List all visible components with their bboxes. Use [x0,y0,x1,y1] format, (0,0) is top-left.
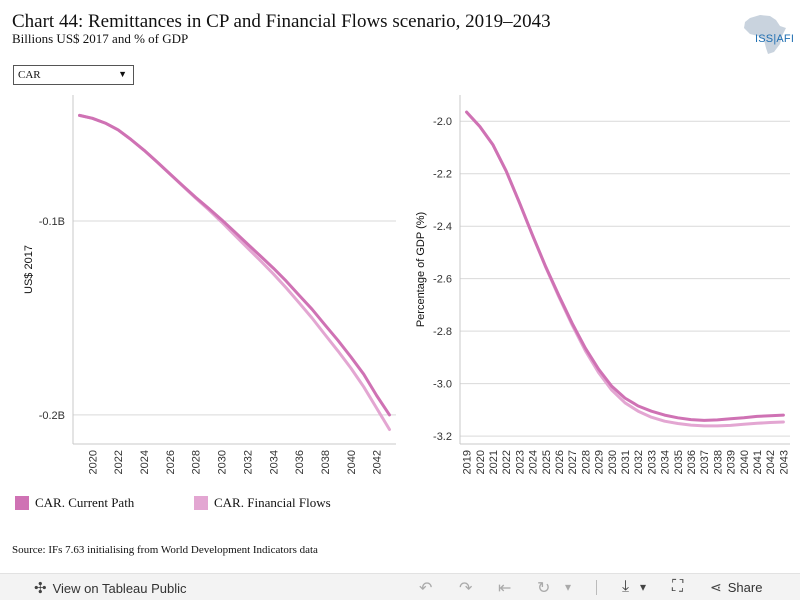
series-line-financial-flows[interactable] [465,110,785,428]
download-icon[interactable]: ⤓ [622,578,630,595]
legend-item-financial-flows[interactable]: CAR. Financial Flows [194,495,331,511]
x-tick-label: 2041 [752,450,764,474]
x-tick-label: 2034 [268,450,280,474]
x-tick-label: 2029 [594,450,606,474]
series-line-current-path[interactable] [78,113,391,417]
x-tick-label: 2037 [699,450,711,474]
x-tick-label: 2020 [87,450,99,474]
chart-title: Chart 44: Remittances in CP and Financia… [12,11,551,32]
refresh-icon[interactable]: ↻ [537,580,551,597]
view-on-tableau-label: View on Tableau Public [52,580,187,596]
x-tick-label: 2024 [528,450,540,474]
x-tick-label: 2026 [554,450,566,474]
x-tick-label: 2027 [567,450,579,474]
legend-item-current-path[interactable]: CAR. Current Path [15,495,134,511]
x-tick-label: 2022 [501,450,513,474]
x-tick-label: 2043 [778,450,790,474]
y-tick-label: -0.1B [39,216,65,228]
x-tick-label: 2020 [475,450,487,474]
y-tick-label: -2.6 [433,274,452,286]
legend-swatch-financial-flows [194,496,208,510]
x-tick-label: 2038 [320,450,332,474]
x-tick-label: 2030 [607,450,619,474]
y-tick-label: -2.0 [433,116,452,128]
x-tick-label: 2019 [462,450,474,474]
share-label: Share [727,580,763,595]
y-tick-label: -0.2B [39,410,65,422]
x-tick-label: 2025 [541,450,553,474]
x-tick-label: 2021 [488,450,500,474]
revert-icon[interactable]: ⇤ [498,580,512,597]
country-filter-dropdown[interactable]: CAR ▼ [13,65,134,85]
legend-label-current-path: CAR. Current Path [35,495,135,510]
source-note: Source: IFs 7.63 initialising from World… [12,544,318,556]
view-on-tableau-button[interactable]: ✣ View on Tableau Public [34,579,187,597]
x-tick-label: 2040 [346,450,358,474]
redo-icon[interactable]: ↷ [459,580,473,597]
share-button[interactable]: ⋖ Share [710,579,762,596]
x-tick-label: 2022 [113,450,125,474]
x-tick-label: 2038 [712,450,724,474]
toolbar-divider [596,580,597,595]
x-tick-label: 2036 [686,450,698,474]
x-tick-label: 2032 [242,450,254,474]
y-tick-label: -2.8 [433,326,452,338]
x-tick-label: 2039 [726,450,738,474]
x-tick-label: 2032 [633,450,645,474]
x-tick-label: 2028 [580,450,592,474]
x-tick-label: 2036 [294,450,306,474]
x-tick-label: 2031 [620,450,632,474]
x-tick-label: 2042 [372,450,384,474]
download-dropdown-icon[interactable]: ▾ [640,580,647,594]
chart-subtitle: Billions US$ 2017 and % of GDP [12,31,189,46]
x-tick-label: 2040 [739,450,751,474]
tableau-icon: ✣ [34,580,47,597]
africa-map-logo-icon [744,15,786,54]
series-line-current-path[interactable] [465,110,785,422]
y-axis-label: US$ 2017 [23,245,35,294]
x-tick-label: 2026 [165,450,177,474]
x-tick-label: 2023 [514,450,526,474]
y-axis-label: Percentage of GDP (%) [415,212,427,327]
x-tick-label: 2024 [139,450,151,474]
undo-icon[interactable]: ↶ [419,580,433,597]
country-filter-value: CAR [18,69,41,81]
x-tick-label: 2042 [765,450,777,474]
logo-text: ISS|AFI [755,33,795,45]
legend-swatch-current-path [15,496,29,510]
series-line-financial-flows[interactable] [78,113,391,431]
x-tick-label: 2034 [660,450,672,474]
legend-label-financial-flows: CAR. Financial Flows [214,495,331,510]
x-tick-label: 2035 [673,450,685,474]
remittances-gdp-chart: -2.0 -2.2 -2.4 -2.6 -2.8 -3.0 -3.2 2019 2020 2021… [415,95,790,474]
tableau-toolbar: ✣ View on Tableau Public ↶ ↷ ⇤ ↻ ▾ ⤓ ▾ ⛶… [0,573,800,600]
x-tick-label: 2030 [217,450,229,474]
x-tick-label: 2028 [191,450,203,474]
y-tick-label: -3.2 [433,431,452,443]
y-tick-label: -2.4 [433,221,452,233]
x-tick-label: 2033 [646,450,658,474]
remittances-usd-chart: -0.1B -0.2B 2020 2022 2024 2026 2028 2030 2032 20… [23,95,396,474]
y-tick-label: -3.0 [433,379,452,391]
y-tick-label: -2.2 [433,169,452,181]
share-icon: ⋖ [710,579,722,595]
fullscreen-icon[interactable]: ⛶ [672,578,684,595]
refresh-dropdown-icon[interactable]: ▾ [565,580,572,594]
chevron-down-icon: ▼ [118,69,127,79]
